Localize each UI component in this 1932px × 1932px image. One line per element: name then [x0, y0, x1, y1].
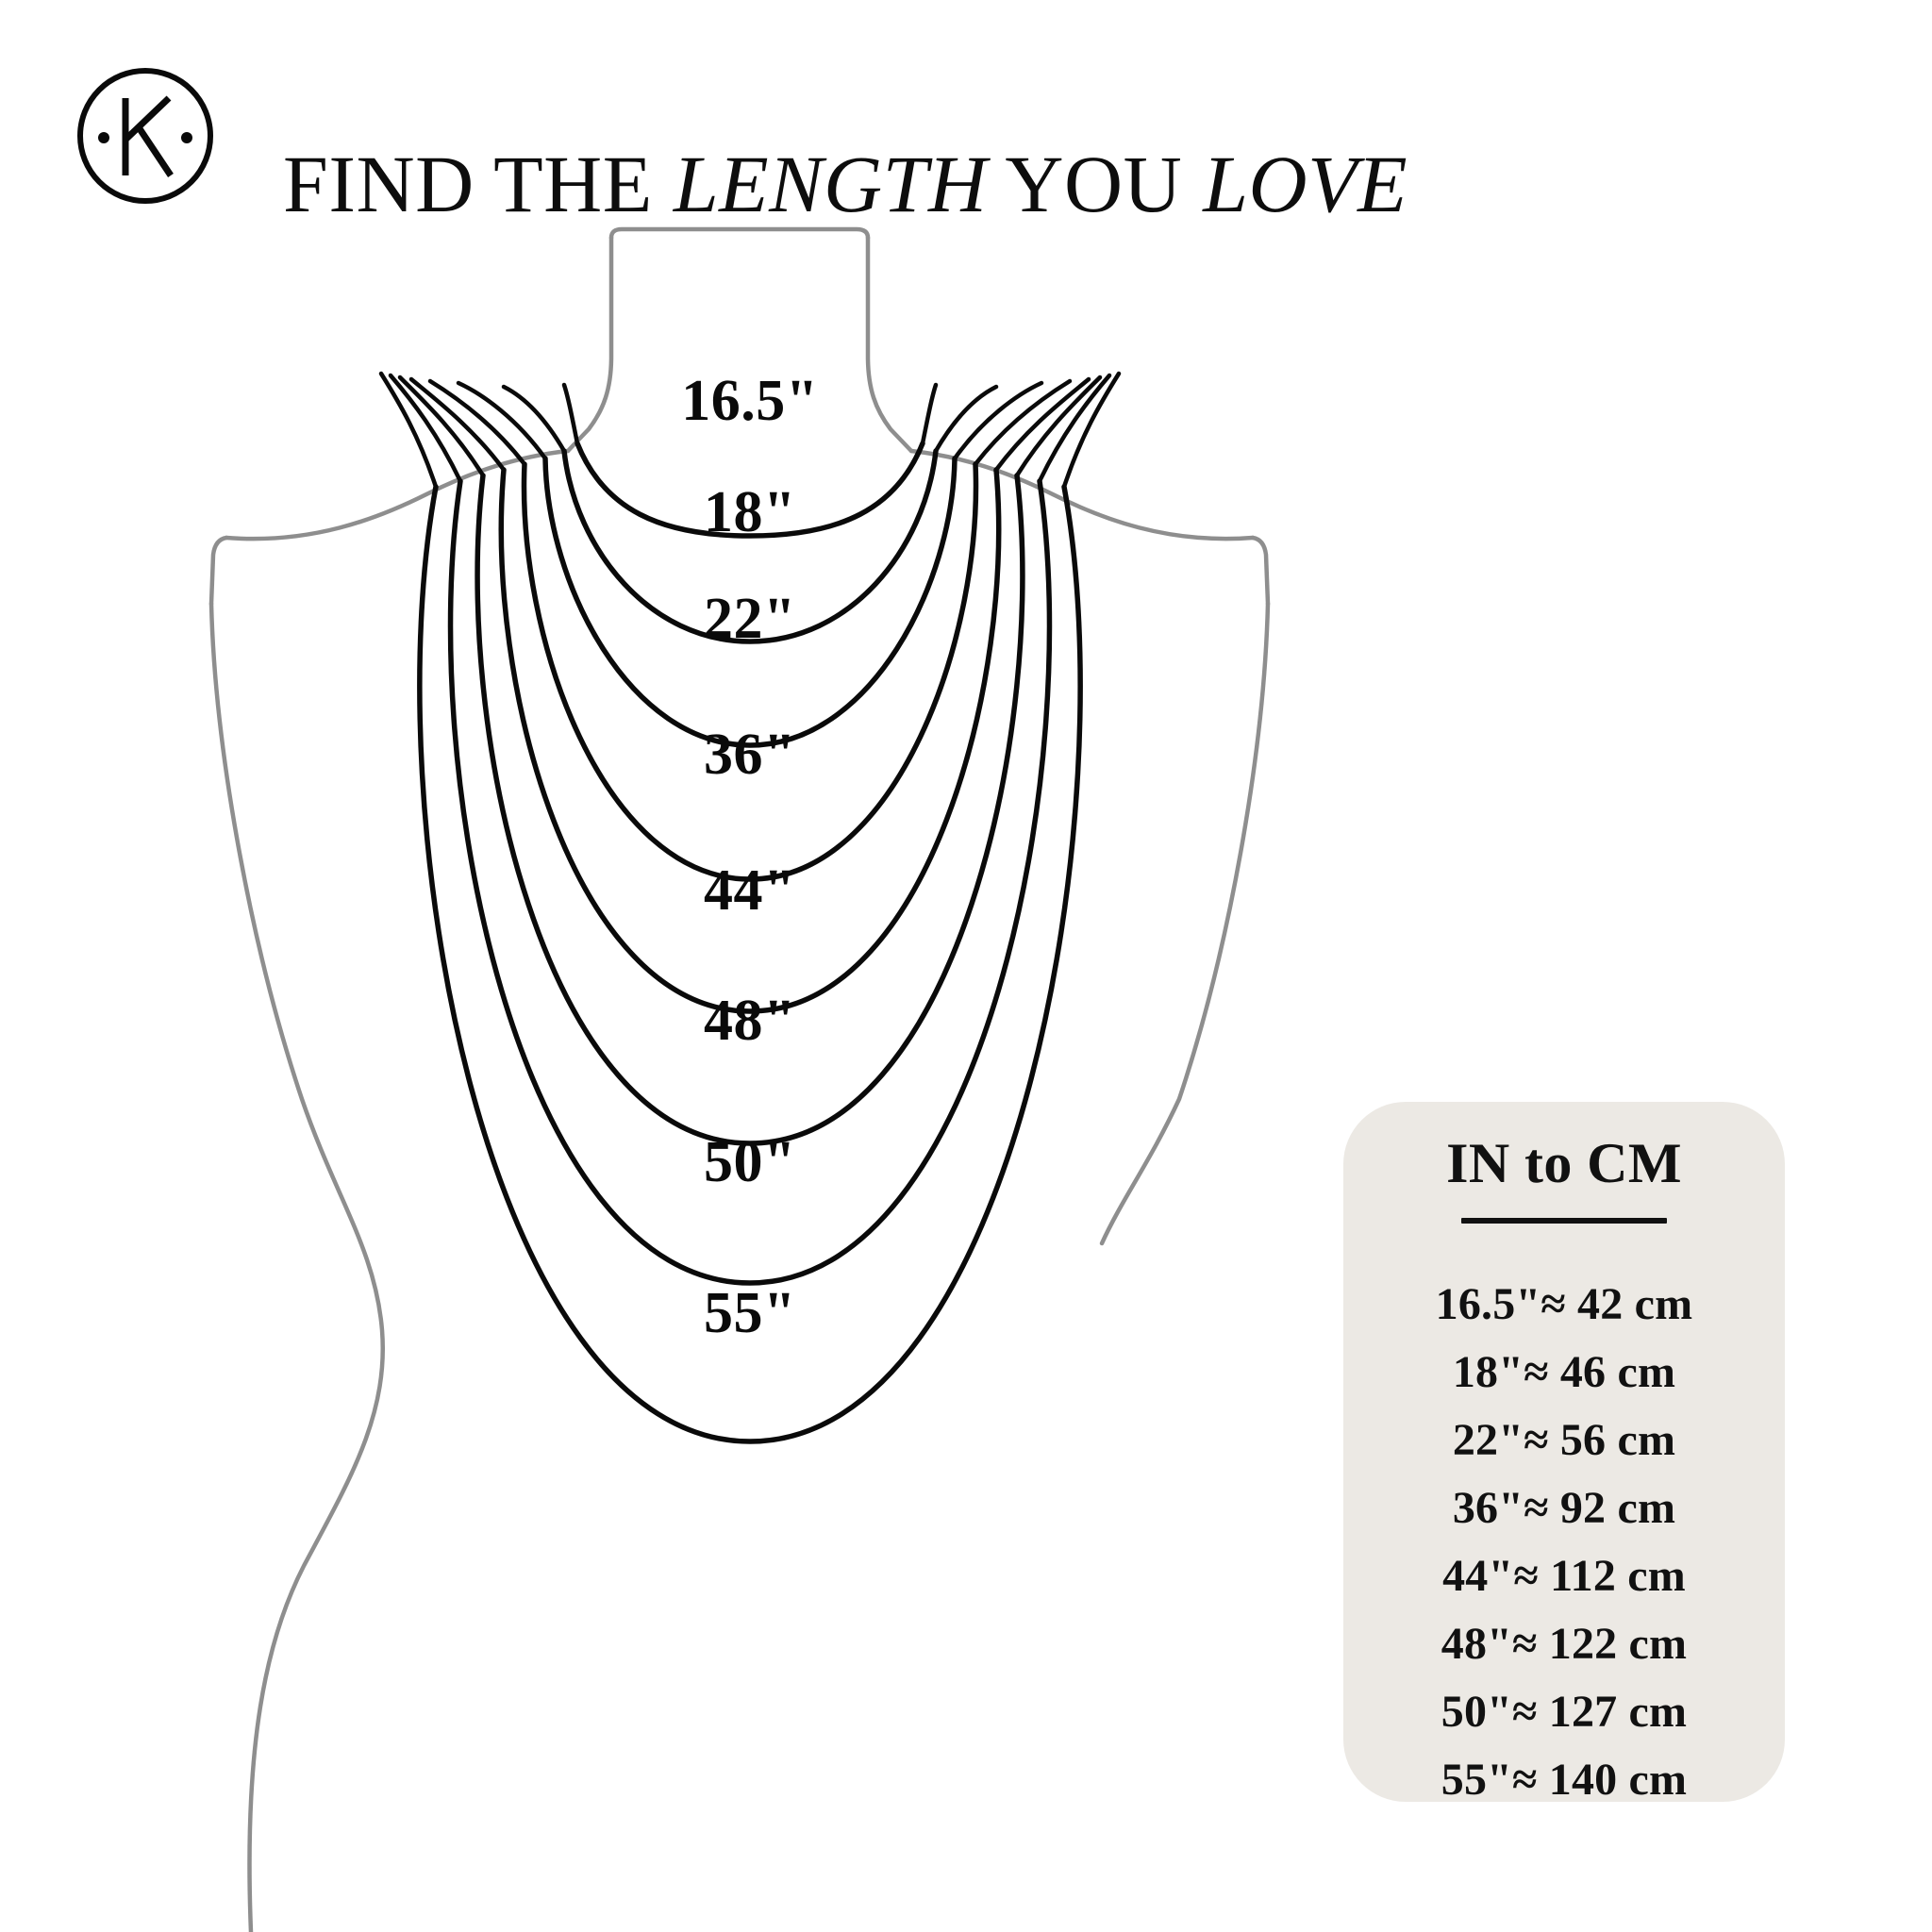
- conversion-card-divider: [1461, 1218, 1667, 1224]
- conversion-card-title: IN to CM: [1446, 1132, 1682, 1194]
- chain-length-label-16-5: 16.5": [681, 369, 819, 433]
- page-header: FIND THE LENGTH YOU LOVE: [0, 0, 1932, 229]
- page-title-part-1: FIND THE: [283, 138, 674, 229]
- chain-50: [447, 478, 1053, 1286]
- chain-length-label-18: 18": [704, 480, 796, 544]
- in-to-cm-conversion-card: IN to CM 16.5"≈ 42 cm 18"≈ 46 cm 22"≈ 56…: [1343, 1102, 1785, 1803]
- conversion-row: 36"≈ 92 cm: [1452, 1483, 1676, 1533]
- conversion-row: 48"≈ 122 cm: [1441, 1619, 1688, 1669]
- conversion-row: 18"≈ 46 cm: [1452, 1347, 1676, 1397]
- chain-16-5: [575, 441, 925, 539]
- chain-55: [417, 484, 1083, 1444]
- page-title-part-3: YOU: [987, 138, 1204, 229]
- conversion-row: 50"≈ 127 cm: [1441, 1687, 1688, 1737]
- necklace-chains: [417, 441, 1083, 1444]
- conversion-row: 22"≈ 56 cm: [1452, 1415, 1676, 1465]
- circled-k-monogram-icon: [74, 64, 217, 208]
- conversion-card-rows: 16.5"≈ 42 cm 18"≈ 46 cm 22"≈ 56 cm 36"≈ …: [1343, 1271, 1785, 1814]
- chain-length-label-36: 36": [704, 723, 796, 787]
- chain-length-label-44: 44": [704, 858, 796, 923]
- chain-length-label-50: 50": [704, 1130, 796, 1194]
- chain-length-label-48: 48": [704, 989, 796, 1053]
- chain-18: [561, 448, 939, 644]
- chain-36: [521, 461, 979, 882]
- chain-44: [498, 467, 1002, 1014]
- chain-shoulder-tails: [378, 371, 1122, 490]
- conversion-row: 44"≈ 112 cm: [1442, 1551, 1686, 1601]
- chain-48: [475, 473, 1025, 1146]
- page-title-part-2: LENGTH: [673, 138, 988, 229]
- chain-length-label-55: 55": [704, 1281, 796, 1345]
- chain-length-label-22: 22": [704, 587, 796, 651]
- conversion-row: 55"≈ 140 cm: [1441, 1755, 1688, 1805]
- chain-22: [542, 456, 958, 748]
- page-title-part-4: LOVE: [1203, 138, 1408, 229]
- page-title: FIND THE LENGTH YOU LOVE: [283, 132, 1528, 236]
- conversion-row: 16.5"≈ 42 cm: [1435, 1279, 1693, 1329]
